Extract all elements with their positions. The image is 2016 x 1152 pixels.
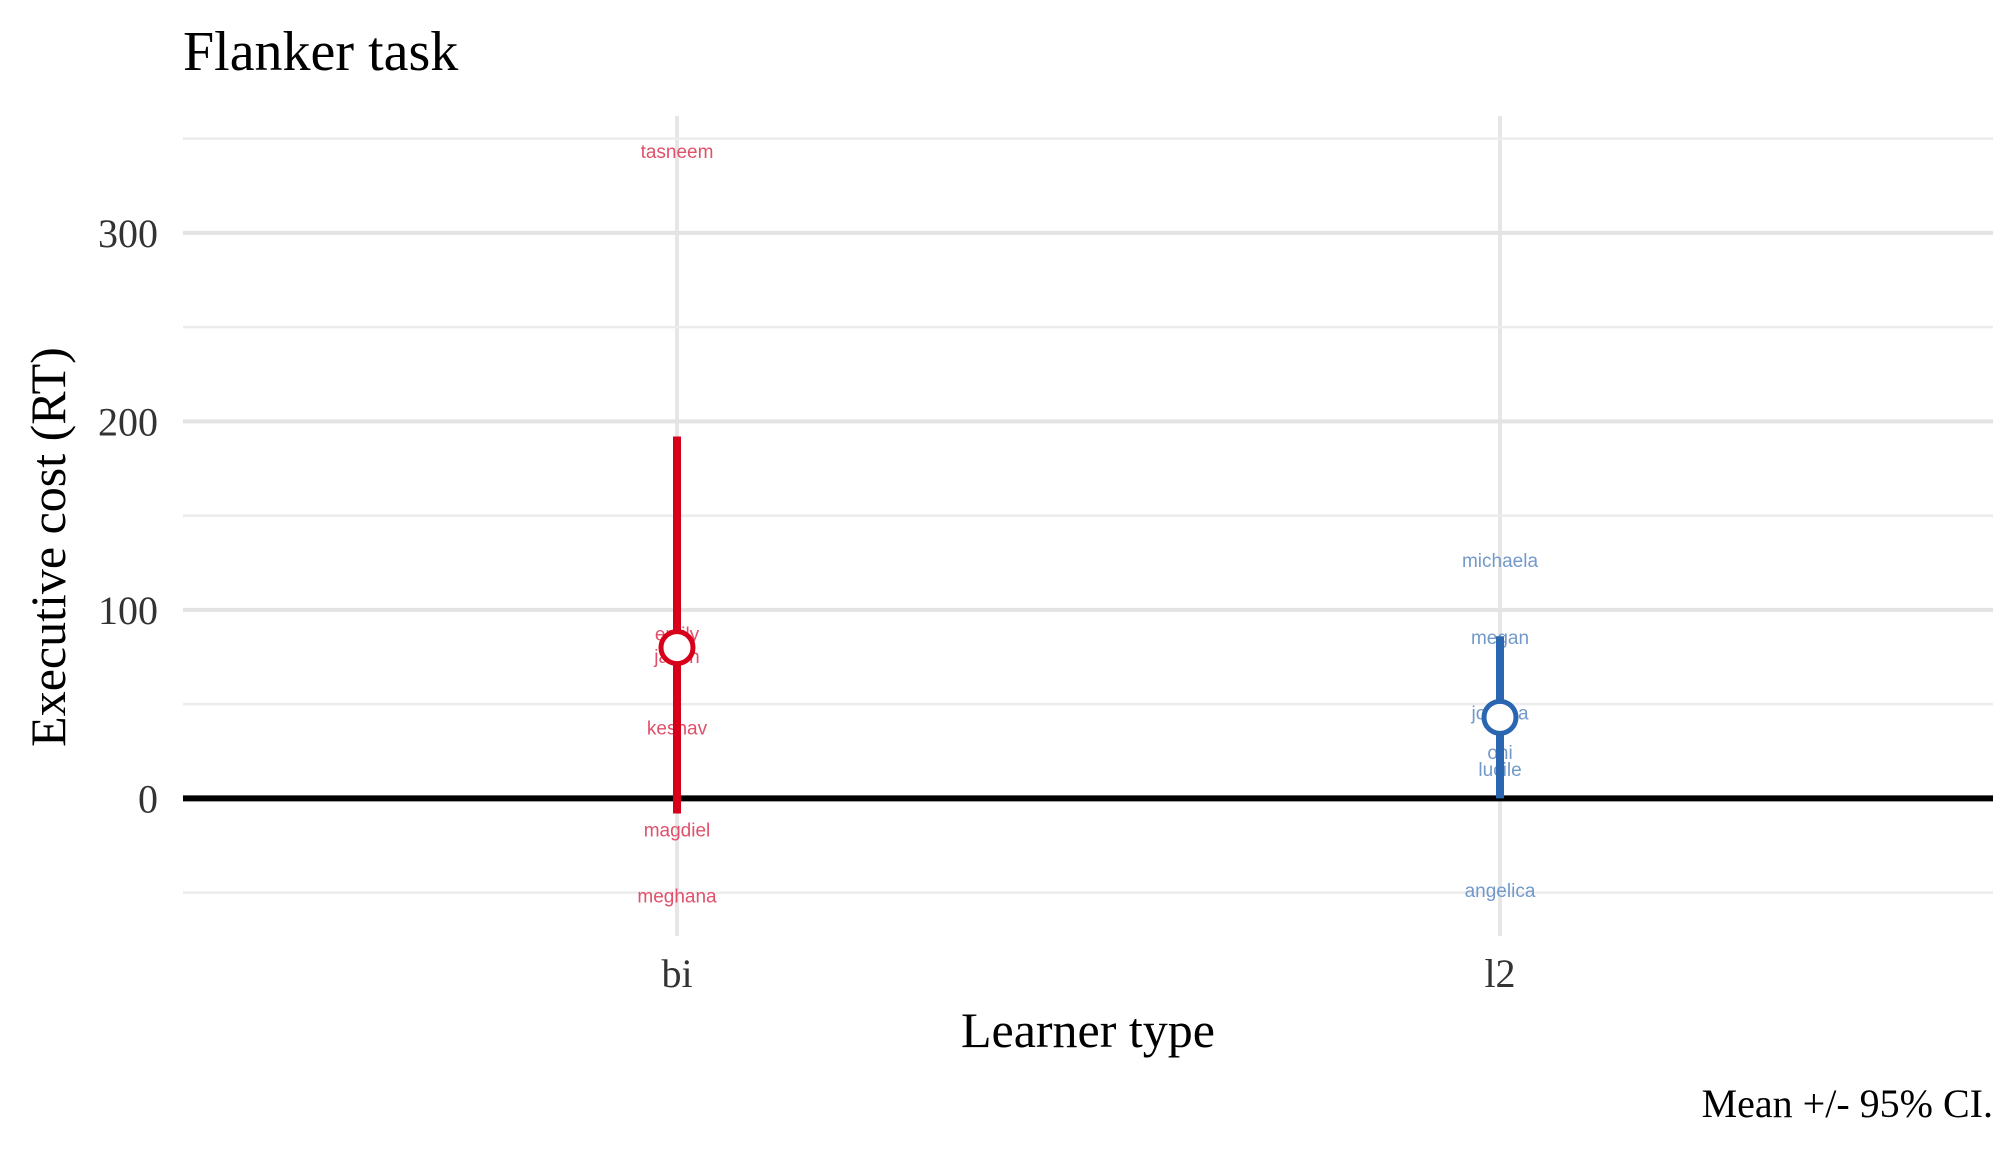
tick-label-layer: 0 100 200 300 bi l2 <box>98 211 1516 996</box>
chart-caption: Mean +/- 95% CI. <box>1702 1081 1993 1126</box>
x-tick-label-bi: bi <box>661 951 692 996</box>
point-label-layer: tasneememilyjasonkeshavmagdielmeghanamic… <box>637 142 1538 908</box>
y-tick-label-300: 300 <box>98 211 158 256</box>
point-label-michaela: michaela <box>1462 551 1538 572</box>
point-label-tasneem: tasneem <box>641 142 714 163</box>
chart-title: Flanker task <box>183 21 458 83</box>
y-tick-label-200: 200 <box>98 399 158 444</box>
mean-point-bi <box>658 629 696 667</box>
point-label-magdiel: magdiel <box>644 820 711 841</box>
y-tick-label-0: 0 <box>138 776 158 821</box>
grid-layer <box>183 116 1993 936</box>
x-tick-label-l2: l2 <box>1484 951 1515 996</box>
x-axis-label: Learner type <box>961 1002 1215 1058</box>
summary-layer <box>658 436 1519 814</box>
y-axis-label: Executive cost (RT) <box>20 347 76 747</box>
mean-point-l2 <box>1481 698 1519 736</box>
y-tick-label-100: 100 <box>98 588 158 633</box>
point-label-meghana: meghana <box>637 886 717 907</box>
point-label-angelica: angelica <box>1465 881 1536 902</box>
